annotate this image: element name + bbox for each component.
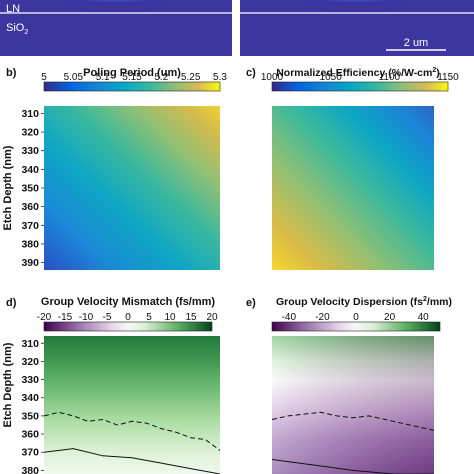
heatmap-d — [44, 336, 220, 474]
y-axis-label-d: Etch Depth (nm) — [2, 342, 14, 427]
colorbar-c — [271, 81, 449, 92]
y-tick-label-d-7: 380 — [21, 465, 39, 474]
mode-spot-left — [60, 0, 172, 13]
colorbar-tick-e-1: -20 — [315, 312, 330, 323]
contour-solid-d — [43, 448, 221, 474]
colorbar-tick-d-7: 15 — [185, 312, 197, 323]
y-tick-label-d-6: 370 — [21, 447, 39, 459]
mode-profile-left: LN SiO2 — [0, 0, 232, 56]
colorbar-tick-b-5: 5.25 — [181, 72, 201, 83]
y-tick-label-d-1: 320 — [21, 356, 39, 368]
colorbar-tick-c-0: 1000 — [261, 72, 284, 83]
colorbar-ticks-c: 1000 1050 1100 1150 — [261, 72, 459, 83]
colorbar-tick-b-1: 5.05 — [64, 72, 84, 83]
colorbar-tick-b-3: 5.15 — [122, 72, 142, 83]
colorbar-tick-b-6: 5.3 — [213, 72, 227, 83]
sio2-layer-label: SiO2 — [6, 22, 28, 36]
contour-dashed-d — [43, 411, 221, 451]
panel-label-b: b) — [6, 67, 17, 79]
contours-e — [271, 411, 435, 474]
heatmap-c — [272, 106, 434, 270]
y-tick-label-b-8: 390 — [21, 257, 39, 269]
y-tick-label-b-5: 360 — [21, 201, 39, 213]
colorbar-tick-d-1: -15 — [58, 312, 73, 323]
scale-bar-label: 2 um — [404, 37, 428, 49]
panel-label-c: c) — [246, 67, 256, 79]
chart-title-b: Poling Period (um) — [83, 67, 181, 79]
colorbar-tick-b-2: 5.1 — [96, 72, 110, 83]
panel-label-d: d) — [6, 297, 17, 309]
heatmap-b — [44, 106, 220, 270]
panel-d: d) Group Velocity Mismatch (fs/mm) -20 -1… — [2, 296, 221, 474]
y-tick-label-b-6: 370 — [21, 220, 39, 232]
colorbar-tick-e-2: 0 — [353, 312, 359, 323]
y-tick-label-b-7: 380 — [21, 238, 39, 250]
contour-dashed-e — [271, 411, 435, 431]
colorbar-tick-d-0: -20 — [37, 312, 52, 323]
colorbar-ticks-d: -20 -15 -10 -5 0 5 10 15 20 — [37, 312, 218, 323]
y-tick-label-d-0: 310 — [21, 338, 39, 350]
y-tick-label-b-4: 350 — [21, 183, 39, 195]
colorbar-tick-d-3: -5 — [103, 312, 112, 323]
panel-label-e: e) — [246, 297, 256, 309]
y-axis-d: 310 320 330 340 350 360 370 380 — [21, 338, 44, 474]
y-tick-label-d-2: 330 — [21, 374, 39, 386]
colorbar-tick-d-2: -10 — [79, 312, 94, 323]
y-tick-label-d-5: 360 — [21, 429, 39, 441]
y-tick-label-d-3: 340 — [21, 392, 39, 404]
colorbar-tick-d-6: 10 — [164, 312, 176, 323]
y-tick-label-b-2: 330 — [21, 145, 39, 157]
colorbar-tick-b-0: 5 — [41, 72, 47, 83]
colorbar-tick-d-4: 0 — [125, 312, 131, 323]
colorbar-tick-c-1: 1050 — [320, 72, 343, 83]
colorbar-b — [43, 81, 221, 92]
y-tick-label-b-1: 320 — [21, 127, 39, 139]
contours-d — [43, 411, 221, 474]
chart-title-c: Normalized Efficiency (%/W-cm2) — [276, 67, 440, 79]
colorbar-tick-c-2: 1100 — [379, 72, 401, 83]
mode-spot-right — [301, 0, 413, 13]
chart-title-d: Group Velocity Mismatch (fs/mm) — [41, 296, 216, 308]
chart-title-e: Group Velocity Dispersion (fs2/mm) — [276, 296, 452, 308]
colorbar-tick-c-3: 1150 — [437, 72, 459, 83]
colorbar-ticks-e: -40 -20 0 20 40 — [282, 312, 430, 323]
colorbar-tick-e-4: 40 — [418, 312, 430, 323]
ln-layer-label: LN — [6, 3, 20, 15]
y-axis-label-b: Etch Depth (nm) — [2, 145, 14, 230]
y-tick-label-b-0: 310 — [21, 108, 39, 120]
colorbar-ticks-b: 5 5.05 5.1 5.15 5.2 5.25 5.3 — [41, 72, 227, 83]
y-tick-label-d-4: 350 — [21, 410, 39, 422]
y-tick-label-b-3: 340 — [21, 164, 39, 176]
heatmap-e-shading — [272, 336, 434, 474]
y-axis-b: 310 320 330 340 350 360 370 380 390 — [21, 108, 44, 269]
colorbar-tick-d-8: 20 — [206, 312, 218, 323]
colorbar-d — [43, 321, 213, 332]
colorbar-tick-d-5: 5 — [146, 312, 152, 323]
colorbar-tick-b-4: 5.2 — [154, 72, 168, 83]
colorbar-e — [271, 321, 441, 332]
contour-solid-e — [271, 459, 434, 474]
panel-e: e) Group Velocity Dispersion (fs2/mm) -4… — [246, 296, 452, 474]
colorbar-tick-e-3: 20 — [384, 312, 396, 323]
colorbar-tick-e-0: -40 — [282, 312, 297, 323]
panel-c: c) Normalized Efficiency (%/W-cm2) 1000 1… — [246, 67, 459, 270]
mode-profile-right: 2 um — [240, 0, 474, 56]
panel-b: b) Poling Period (um) 5 5.05 5.1 5.15 5.2 5.2… — [2, 67, 227, 270]
